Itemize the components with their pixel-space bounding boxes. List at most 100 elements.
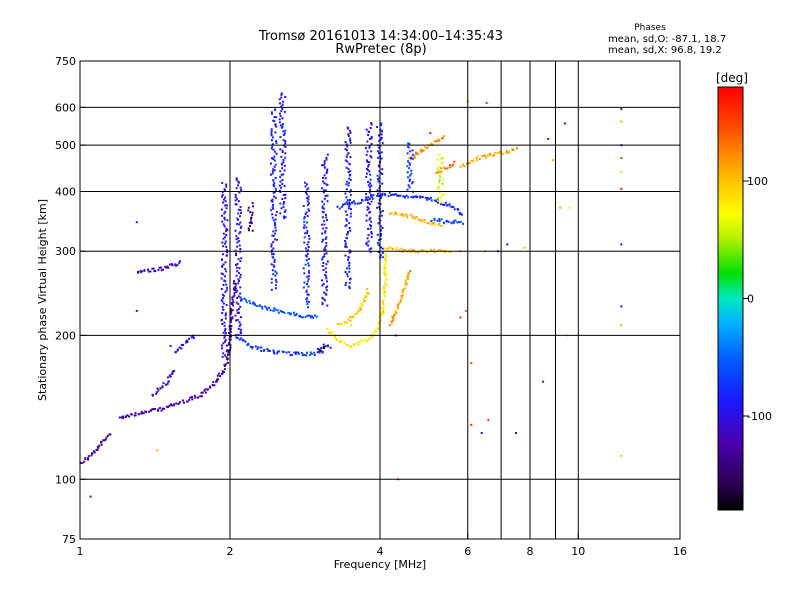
data-point [220,288,223,290]
data-point [410,251,413,254]
data-point [340,323,343,326]
data-point [326,170,329,173]
data-point [364,147,367,150]
data-point [348,129,351,132]
data-point [226,229,229,232]
data-point [390,320,393,323]
data-point [323,223,326,226]
data-point [204,388,207,391]
data-point [348,281,351,284]
data-point [224,236,227,239]
data-point [212,381,215,384]
data-point [235,336,238,339]
data-point [181,399,184,402]
colorbar [717,86,744,511]
data-point [442,192,445,195]
data-point [280,155,283,158]
data-point [225,227,228,230]
data-point [323,291,325,294]
data-point [451,222,454,225]
data-point [382,310,385,312]
data-point [306,297,308,300]
data-point [321,164,324,167]
data-point [348,201,351,204]
data-point [377,202,380,205]
data-point [267,349,270,352]
data-point [141,412,143,415]
data-point [254,345,257,348]
data-point [408,180,411,182]
data-point [191,396,193,398]
data-point [224,332,227,335]
data-point [343,342,346,345]
data-point [224,200,227,203]
data-point [377,195,380,198]
data-point [235,197,238,200]
data-point [304,191,307,194]
data-point [279,102,281,105]
data-point [367,207,370,210]
data-point [273,116,276,119]
data-point [325,293,328,296]
data-point [325,252,328,255]
data-point [240,257,243,260]
data-point [370,193,373,196]
data-point [459,165,462,168]
data-point [343,321,346,324]
data-point [220,344,223,347]
data-point [443,167,446,170]
data-point [230,317,233,320]
data-point [379,211,382,214]
data-point [370,150,373,153]
data-point [370,231,373,234]
data-point [230,335,233,338]
data-point [273,165,276,168]
data-point [335,338,338,341]
data-point [167,266,170,269]
data-point [369,178,372,181]
data-point [396,305,399,308]
data-point [325,275,328,278]
data-point [186,400,189,403]
data-point [437,200,440,202]
data-point [369,227,372,230]
data-point [248,221,251,224]
data-point [437,185,440,188]
data-point [310,315,313,318]
data-point [406,278,409,281]
data-point [324,274,327,276]
data-point [353,315,356,318]
data-point [365,214,368,217]
data-point [247,229,250,232]
data-point [84,457,87,460]
data-point [223,212,226,215]
data-point [326,219,328,221]
data-point [359,202,362,204]
data-point [362,297,365,300]
data-point [303,281,306,284]
data-point [270,209,273,212]
data-point [450,221,453,224]
data-point [438,181,441,184]
data-point [282,100,285,103]
data-point [274,131,277,134]
data-point [304,213,307,216]
data-point [380,151,383,154]
data-point [367,201,370,204]
data-point [415,216,418,219]
data-point [284,152,287,155]
data-point [281,167,284,170]
data-point [156,449,159,452]
data-point [241,298,244,301]
data-point [394,212,397,215]
data-point [250,220,252,223]
data-point [159,387,162,390]
data-point [326,200,329,203]
data-point [102,439,105,442]
data-point [347,231,349,233]
data-point [280,310,283,313]
data-point [381,209,384,212]
colorbar-tick-label: -100 [747,410,772,423]
data-point [274,221,276,224]
data-point [433,217,436,220]
